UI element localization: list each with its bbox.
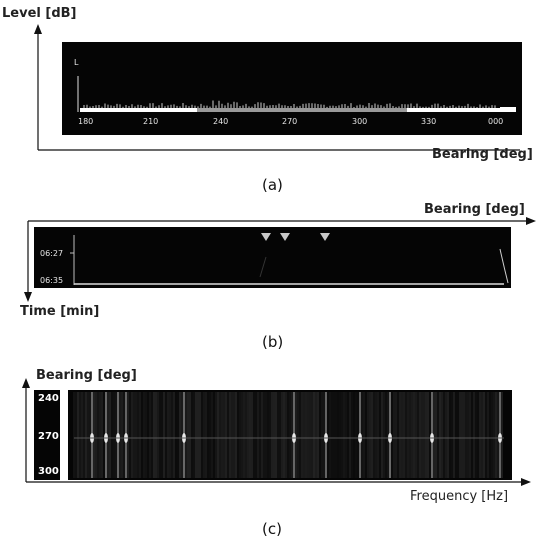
panel-a-trace (77, 76, 516, 112)
panel-b-waterfall (70, 233, 509, 285)
panel-a-tick-000: 000 (488, 117, 504, 126)
panel-a-tick-180: 180 (78, 117, 94, 126)
panel-c-x-axis-title: Frequency [Hz] (410, 489, 509, 504)
panel-c-caption: (c) (262, 520, 282, 538)
panel-c-y-axis-title: Bearing [deg] (36, 368, 137, 383)
panel-b-caption: (b) (262, 333, 284, 351)
panel-a-tick-240: 240 (213, 117, 229, 126)
panel-b-marker-3 (320, 233, 330, 241)
panel-b-waterfall-display: 06:27 06:35 (34, 227, 511, 288)
panel-b-time-label-1: 06:27 (40, 249, 64, 258)
panel-b-time-label-2: 06:35 (40, 276, 64, 285)
panel-a-level-display: L 180 210 240 270 300 330 000 (62, 42, 522, 135)
panel-b-axes (24, 217, 536, 302)
panel-c-lofargram (60, 390, 504, 480)
panel-a-tick-270: 270 (282, 117, 298, 126)
panel-a-caption: (a) (262, 176, 283, 194)
panel-b-marker-2 (280, 233, 290, 241)
panel-b-marker-1 (261, 233, 271, 241)
panel-a-tick-330: 330 (421, 117, 437, 126)
panel-c-axes (22, 378, 531, 486)
panel-a-corner-label: L (74, 58, 79, 67)
panel-a-x-axis-title: Bearing [deg] (432, 147, 533, 162)
panel-a-tick-210: 210 (143, 117, 159, 126)
panel-b-y-axis-title: Time [min] (20, 304, 100, 319)
panel-a-tick-300: 300 (352, 117, 368, 126)
panel-c-bearing-label-270: 270 (38, 431, 59, 442)
panel-c-lofargram-display: 240 270 300 (34, 390, 512, 480)
panel-b-x-axis-title: Bearing [deg] (424, 202, 525, 217)
panel-a-y-axis-title: Level [dB] (2, 6, 77, 21)
panel-a-axes (34, 24, 520, 151)
panel-c-bearing-label-300: 300 (38, 466, 59, 477)
panel-c-bearing-label-240: 240 (38, 393, 59, 404)
